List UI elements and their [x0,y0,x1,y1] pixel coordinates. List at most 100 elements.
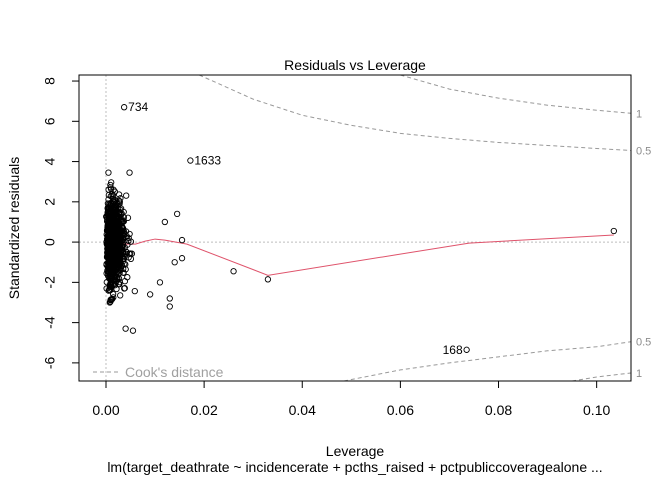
y-tick-label: 0 [42,238,58,246]
residual-point [161,218,169,226]
residual-point [127,255,135,263]
residual-point [124,214,132,221]
residual-points [103,104,617,353]
legend: Cook's distance [93,364,224,380]
residual-point [106,226,114,233]
point-label-734: 734 [128,100,148,114]
residual-point [103,231,110,238]
residual-point [129,327,137,334]
residual-point [126,169,133,176]
labeled-point-168 [463,346,470,353]
residual-point [107,232,114,239]
point-labels: 734 1633 168 [128,100,463,357]
legend-label: Cook's distance [125,364,224,380]
model-subtitle: lm(target_deathrate ~ incidencerate + pc… [107,459,602,475]
residual-point [112,218,119,225]
residual-point [106,236,114,243]
cook-contour-0 [199,75,631,151]
residual-point [111,282,119,289]
residual-point [178,255,186,262]
residual-point [108,250,115,258]
y-tick-label: 6 [42,117,58,125]
residual-point [105,268,112,275]
residual-point [117,206,124,213]
cook-contour-label-3: 1 [636,368,642,380]
residual-point [117,235,124,242]
residual-point [116,262,123,270]
labeled-point-734 [120,104,128,111]
residual-point [117,292,124,299]
cook-contour-2 [343,341,631,381]
x-tick-label: 0.00 [92,402,119,418]
cook-contour-label-1: 1 [636,108,642,120]
residual-point [264,276,272,283]
x-tick-label: 0.10 [583,402,610,418]
cooks-distance-labels: 0.5 1 0.5 1 [636,108,651,380]
reference-lines [79,75,631,381]
residual-point [111,236,118,243]
x-tick-label: 0.06 [387,402,414,418]
residual-point [116,243,123,250]
y-tick-label: -4 [42,316,58,329]
residual-point [121,278,129,285]
labeled-point-1633 [187,157,194,164]
residual-point [110,186,117,193]
residual-point [178,236,186,244]
residual-point [610,227,617,235]
residual-point [123,192,130,199]
y-tick-label: 8 [42,77,58,85]
residual-point [113,224,120,231]
cooks-distance-contours [199,75,631,381]
residual-point [120,214,128,221]
y-axis: -6 -4 -2 0 2 4 6 8 [42,77,80,369]
residual-point [131,287,138,295]
residual-point [106,258,113,265]
smoother-line [106,234,614,276]
smoother-curve [106,234,614,276]
residual-point [127,238,135,245]
residual-point [111,211,119,218]
residual-point [109,290,117,298]
residual-point [156,279,164,286]
chart-title: Residuals vs Leverage [284,57,426,73]
plot-frame [78,74,632,382]
residual-point [124,274,131,281]
residual-point [106,249,114,257]
y-tick-label: 4 [42,157,58,165]
residual-point [110,259,117,267]
residual-point [110,233,117,240]
residual-point [173,210,181,218]
y-tick-label: 2 [42,198,58,206]
cook-contour-label-2: 0.5 [636,337,651,349]
residual-point [230,268,237,275]
x-axis: 0.00 0.02 0.04 0.06 0.08 0.10 [92,380,610,418]
residual-point [166,303,173,310]
y-tick-label: -6 [42,356,58,369]
residual-point [113,230,121,237]
x-tick-label: 0.02 [190,402,217,418]
residual-point [117,195,124,202]
residual-point [109,295,116,303]
y-tick-label: -2 [42,276,58,289]
residual-point [114,255,121,262]
residual-point [110,294,117,301]
x-axis-label: Leverage [326,443,385,459]
x-tick-label: 0.08 [485,402,512,418]
residual-point [113,203,120,210]
residual-point [114,274,121,281]
residual-point [171,259,178,266]
residual-point [105,218,113,225]
y-axis-label: Standardized residuals [6,157,22,299]
residual-point [119,243,126,251]
residual-point [146,291,154,298]
residual-point [166,295,173,302]
residual-point [107,266,114,274]
residual-point [122,325,129,332]
cook-contour-3 [572,372,631,381]
residual-point [113,285,120,293]
cook-contour-label-0: 0.5 [636,145,651,157]
residual-point [111,188,119,195]
residual-point [121,285,128,292]
point-label-168: 168 [443,343,463,357]
